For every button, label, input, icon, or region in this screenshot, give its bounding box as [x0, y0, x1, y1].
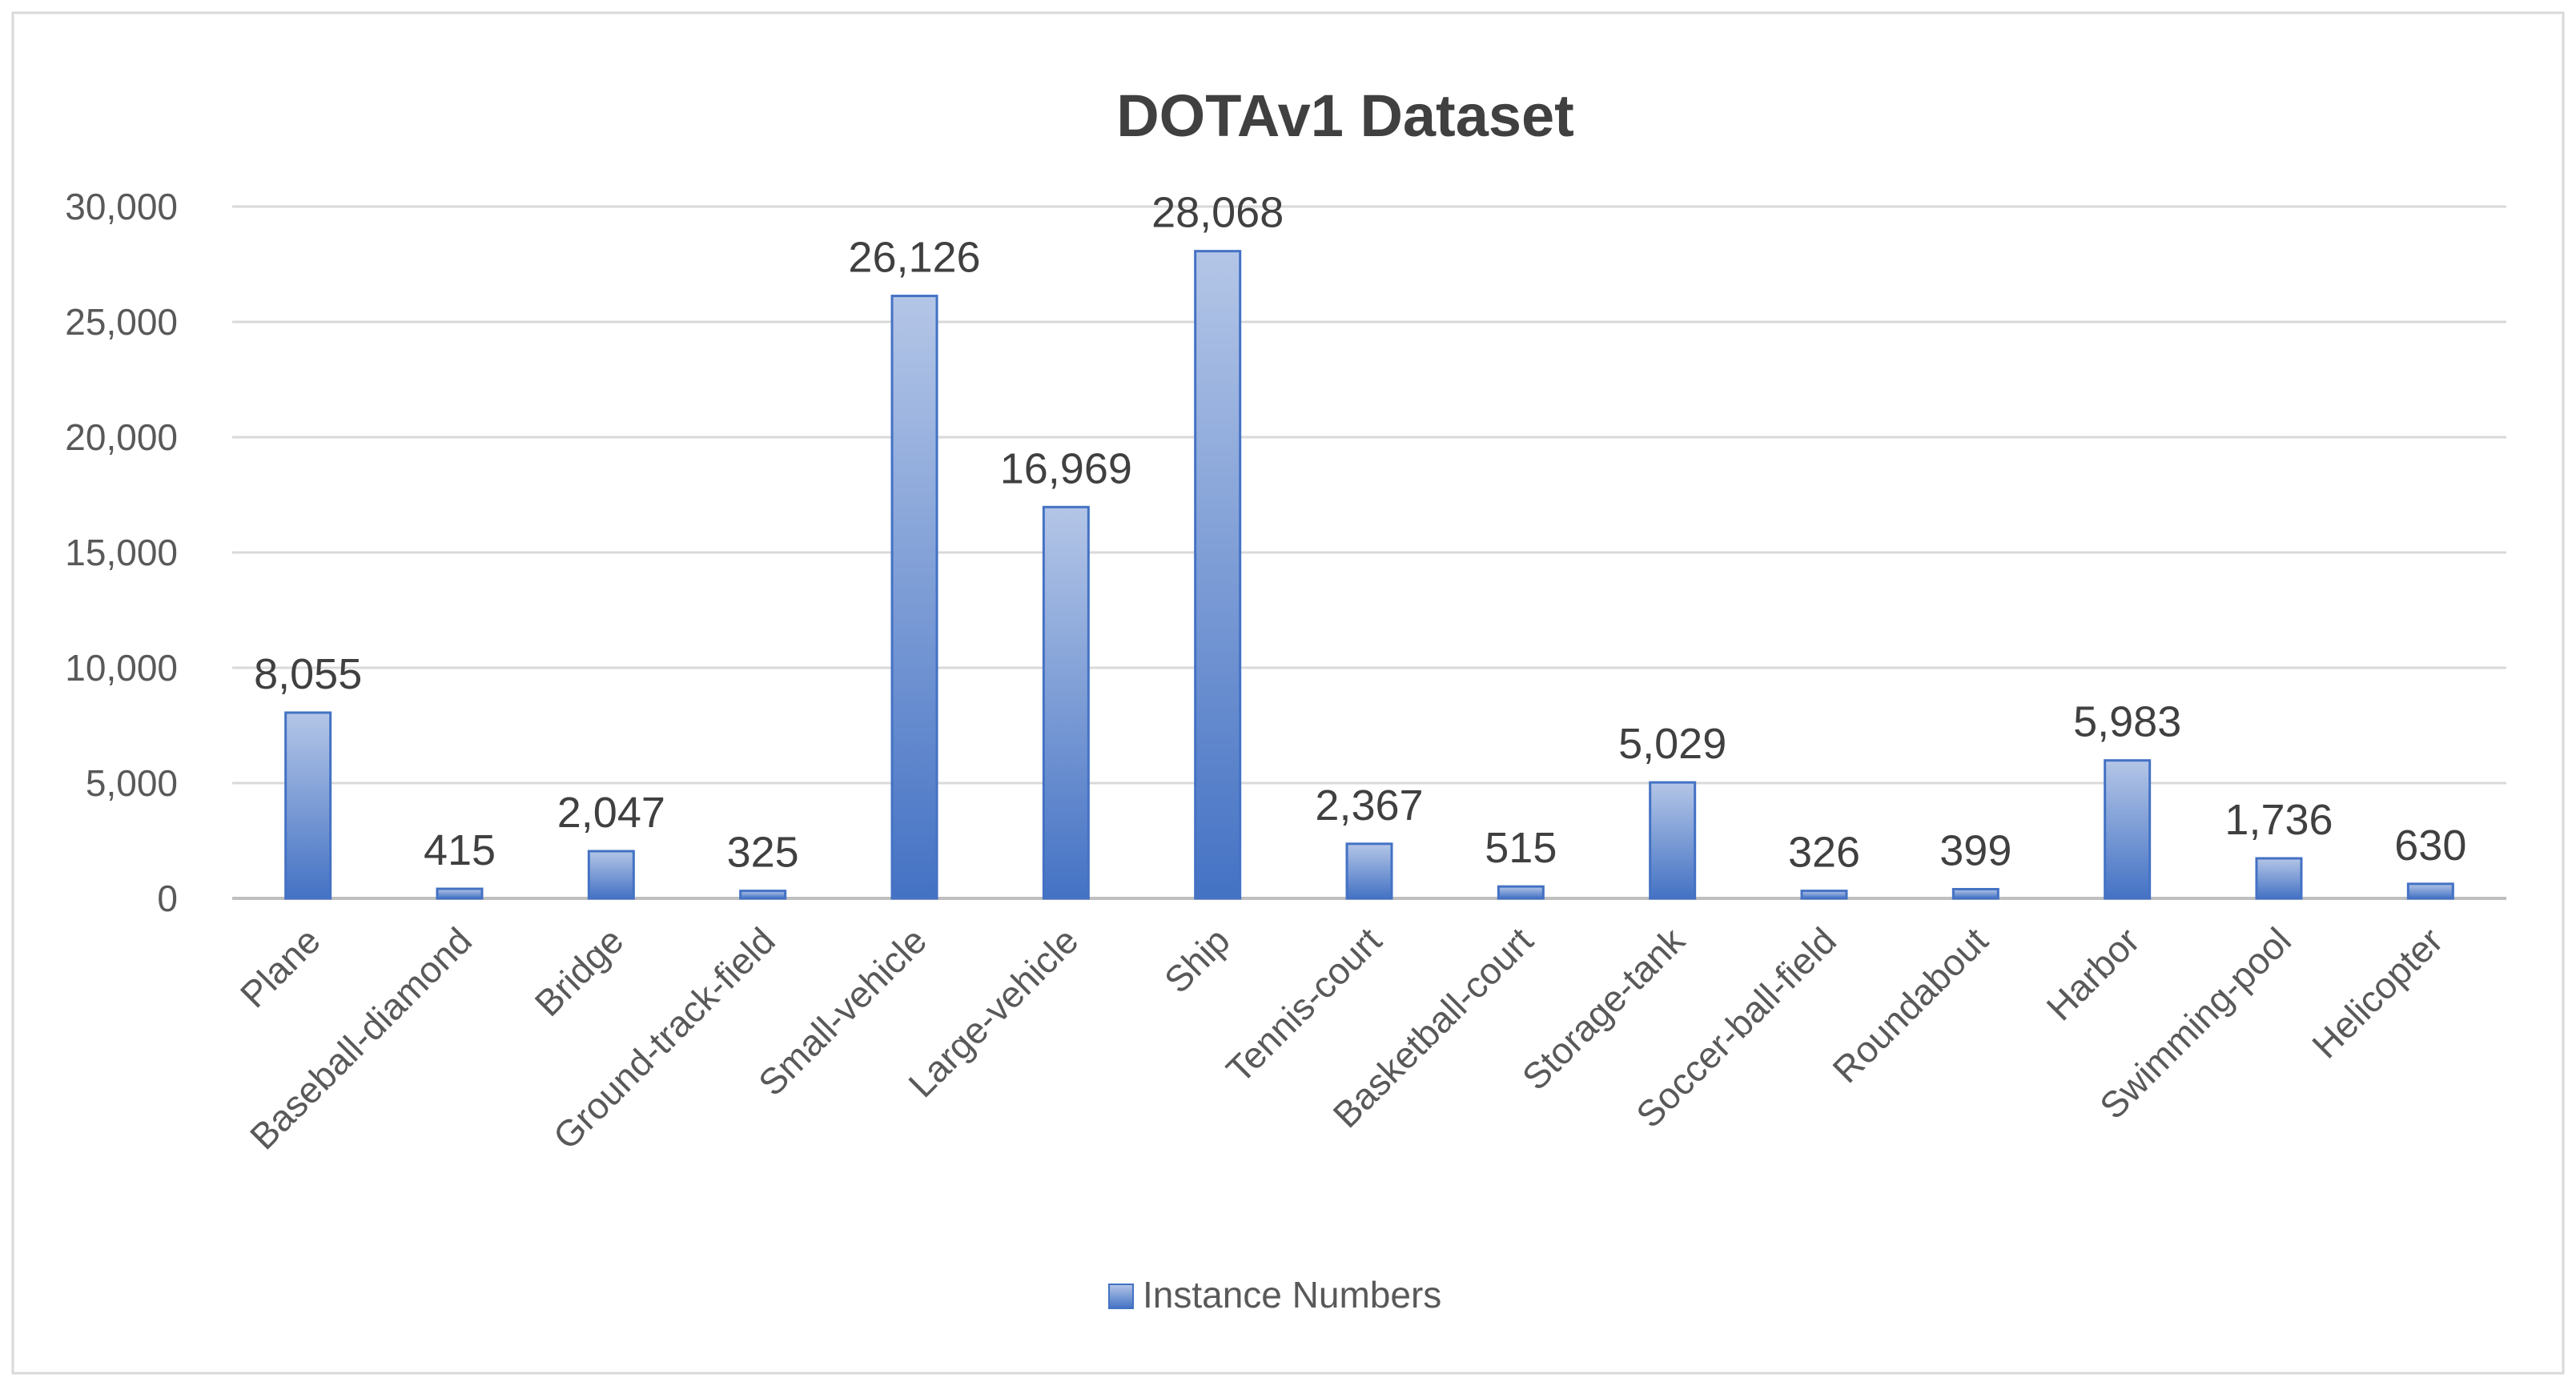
data-label: 415: [424, 826, 496, 874]
bar: [1194, 250, 1242, 900]
bars: [284, 250, 2454, 900]
bar: [739, 890, 787, 900]
data-label: 5,983: [2073, 698, 2181, 746]
data-label: 8,055: [254, 650, 362, 698]
bar: [1042, 505, 1090, 900]
data-label: 515: [1485, 824, 1557, 872]
legend-label: Instance Numbers: [1143, 1274, 1441, 1316]
bar: [2104, 759, 2152, 900]
data-label: 28,068: [1151, 189, 1284, 237]
y-tick-label: 20,000: [65, 416, 178, 458]
data-label: 16,969: [1000, 444, 1132, 492]
bar: [1497, 885, 1545, 900]
data-label: 26,126: [848, 234, 980, 282]
chart-border: [11, 11, 2565, 1375]
y-tick-label: 10,000: [65, 647, 178, 689]
data-label: 325: [727, 829, 799, 877]
data-label: 326: [1788, 829, 1860, 877]
y-tick-label: 25,000: [65, 301, 178, 343]
bar: [1345, 842, 1393, 900]
bar: [284, 711, 332, 900]
legend-swatch: [1108, 1284, 1134, 1309]
data-label: 2,047: [557, 789, 665, 837]
legend: Instance Numbers: [1108, 1274, 1441, 1316]
y-axis-tick-labels: 0 5,000 10,000 15,000 20,000 25,000 30,000: [65, 186, 178, 919]
data-labels: 8,055 415 2,047 325 26,126 16,969 28,068 2,367 5…: [254, 189, 2466, 877]
bar: [2255, 857, 2303, 900]
bar: [587, 850, 635, 900]
data-label: 2,367: [1315, 781, 1423, 830]
y-tick-label: 30,000: [65, 186, 178, 227]
y-tick-label: 0: [157, 878, 178, 919]
data-label: 5,029: [1618, 720, 1726, 768]
bar: [436, 887, 484, 900]
data-label: 630: [2394, 822, 2466, 870]
data-label: 399: [1939, 827, 2011, 875]
y-tick-label: 15,000: [65, 532, 178, 573]
bar: [1951, 888, 1999, 900]
chart-title: DOTAv1 Dataset: [1116, 82, 1574, 149]
bar: [890, 295, 938, 900]
bar: [1800, 890, 1848, 900]
y-tick-label: 5,000: [86, 762, 178, 804]
data-label: 1,736: [2224, 796, 2333, 844]
bar: [1649, 781, 1697, 900]
bar: [2406, 882, 2454, 900]
